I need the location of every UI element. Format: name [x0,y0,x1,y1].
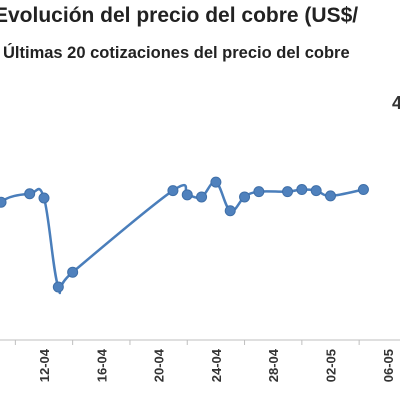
data-point [296,184,308,196]
x-tick-label: 20-04 [152,348,167,382]
data-point [224,205,236,217]
data-point [210,176,222,188]
data-point [282,186,294,198]
data-point [310,185,322,197]
x-tick-label: 28-04 [266,348,281,382]
data-point [253,186,265,198]
x-tick-label: 24-04 [209,348,224,382]
data-point [181,189,193,201]
chart-title: Evolución del precio del cobre (US$/ [0,4,359,27]
data-point [0,196,7,208]
x-tick-label: 02-05 [324,349,339,382]
data-point [196,191,208,203]
data-point [325,190,336,202]
data-point [67,266,79,278]
x-tick-label: 12-04 [37,348,52,382]
data-point [167,185,179,197]
data-point [357,184,369,196]
x-tick-label: 16-04 [94,348,109,382]
data-point [52,281,64,293]
data-point [239,191,251,203]
chart-subtitle: Últimas 20 cotizaciones del precio del c… [3,44,350,62]
data-label-partial: 4 [392,93,400,113]
x-tick-label: 06-05 [381,349,396,382]
data-point [24,188,36,200]
data-point [38,192,50,204]
